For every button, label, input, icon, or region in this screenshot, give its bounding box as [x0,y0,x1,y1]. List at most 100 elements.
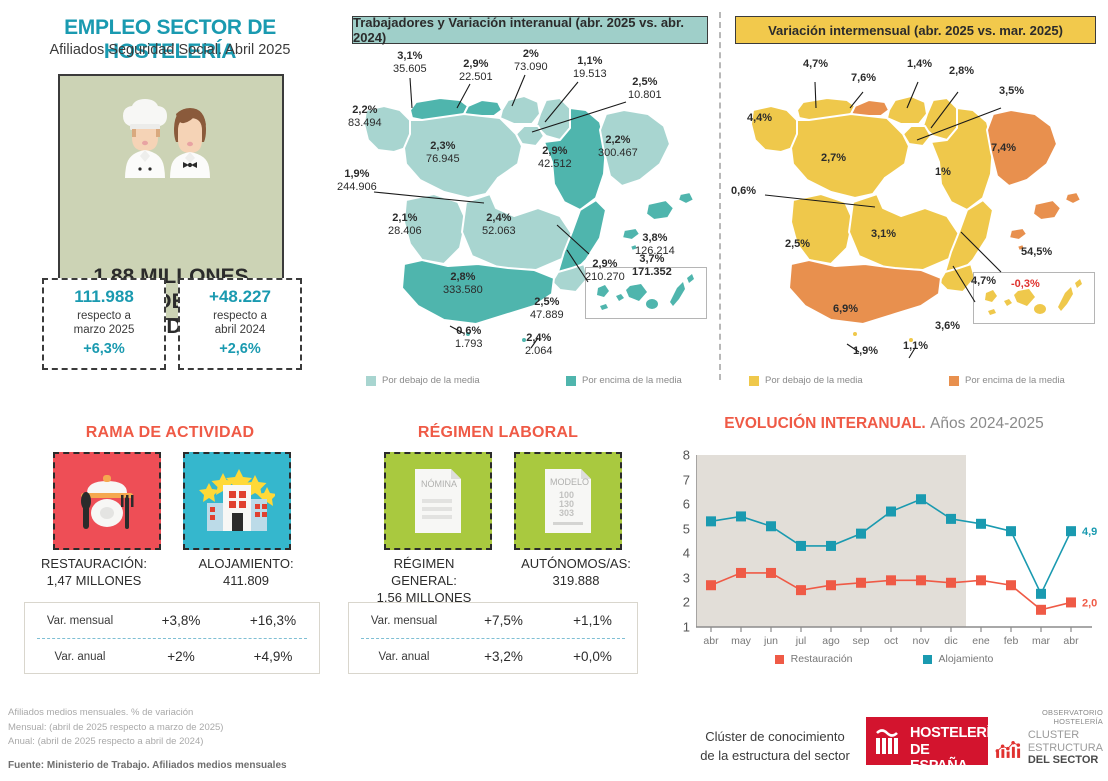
chart-x-tick-label: ago [822,635,840,647]
chart-title-years: Años 2024-2025 [930,415,1044,432]
map-label-andalucia: 2,8% 333.580 [443,271,483,296]
chart-data-point [916,494,926,505]
chart-data-point [856,577,866,588]
chart-data-point [706,580,716,591]
map2-label-castillamancha: 3,1% [871,228,897,240]
restaurant-icon [81,475,134,529]
chart-data-point [796,585,806,596]
chart-x-tick-label: abr [1063,635,1079,647]
hosteleria-logo-line2: DE ESPAÑA [910,742,968,774]
chart-legend-restauracion: Restauración [774,653,853,665]
chart-data-point [976,518,986,529]
chart-y-tick-label: 7 [682,472,690,488]
map-label-castillamancha: 2,4% 52.063 [482,212,516,237]
svg-text:303: 303 [559,508,574,518]
footer-note-0: Afiliados medios mensuales. % de variaci… [8,707,194,718]
chart-x-tick-label: jul [795,635,807,647]
chart-data-point [1006,580,1016,591]
variation-annual-label: respecto a abril 2024 [213,310,267,337]
cluster-text: Clúster de conocimiento de la estructura… [700,729,850,763]
chart-y-tick-label: 1 [682,619,690,635]
chart-end-label: 2,0 [1082,597,1097,609]
chart-y-tick-label: 8 [682,447,690,463]
chart-data-point [766,521,776,532]
map-monthly-canarias-inset [973,272,1095,324]
chart-legend-swatch-restauracion [774,654,784,664]
map2-label-galicia: 4,4% [747,112,773,124]
regimen-row1-label: Var. anual [378,650,430,663]
map-label-castillaleon: 2,3% 76.945 [426,140,460,165]
chart-y-tick-label: 5 [682,521,690,537]
rama-row0-v2: +16,3% [249,613,297,628]
cluster-logo-line2: ESTRUCTURA [1027,741,1103,754]
page-subtitle: Afiliados Seguridad Social. Abril 2025 [49,42,291,58]
legend-below-annual: Por debajo de la media [366,375,566,386]
regimen-title: RÉGIMEN LABORAL [417,424,579,441]
map2-label-castillaleon: 2,7% [821,152,847,164]
chart-data-point [826,580,836,591]
hosteleria-de-espana-logo[interactable]: HOSTELERÍA DE ESPAÑA [866,717,1001,774]
chart-data-point [706,516,716,527]
chart-legend: Restauración Alojamiento [660,653,1108,665]
regimen-general-caption: RÉGIMEN GENERAL: 1,56 MILLONES [376,556,472,605]
chart-data-point [856,528,866,539]
footer-note-2: Anual: (abril de 2025 respecto a abril d… [8,736,204,748]
map2-label-cataluna: 7,4% [991,142,1017,154]
observatorio-logo[interactable]: OBSERVATORIO HOSTELERÍA CLUSTER ESTRUCTU… [995,708,1103,767]
chart-data-point [796,540,806,551]
map-label-madrid: 1,9% 244.906 [337,168,377,193]
rama-title: RAMA DE ACTIVIDAD [85,424,255,441]
map2-label-larioja: 3,5% [999,85,1025,97]
chart-data-point [886,506,896,517]
map-monthly-panel: Variación intermensual (abr. 2025 vs. ma… [723,0,1108,400]
variation-annual-pct: +2,6% [219,340,261,357]
hotel-tile [183,452,291,550]
chart-data-point [1066,597,1076,608]
chart-x-tick-label: feb [1003,635,1019,647]
chart-data-point [1066,526,1076,537]
chart-axes [696,455,1092,628]
map2-label-asturias: 7,6% [851,72,877,84]
legend-swatch-above-monthly [949,375,959,386]
footer-notes: Afiliados medios mensuales. % de variaci… [8,706,223,750]
page-title: EMPLEO SECTOR DE HOSTELERÍA [64,16,276,63]
map2-label-extremadura: 2,5% [785,238,811,250]
map2-label-aragon: 1% [935,166,951,178]
variation-monthly-label: respecto a marzo 2025 [73,310,135,337]
rama-row1-label: Var. anual [54,650,106,663]
cluster-logo-line1: CLUSTER [1027,729,1080,741]
map-annual-panel: Trabajadores y Variación interanual (abr… [337,0,720,400]
footer-note-1: Mensual: (abril de 2025 respecto a marzo… [8,721,224,733]
map2-label-navarra: 2,8% [949,65,975,77]
table-row: Var. mensual +7,5% +1,1% [349,603,637,638]
chart-data-point [736,567,746,578]
tax-form-title-text: MODELO [550,477,589,487]
map-annual-legend: Por debajo de la media Por encima de la … [366,375,710,386]
chart-y-tick-label: 6 [682,496,690,512]
map2-label-murcia: 3,6% [935,320,961,332]
variation-annual-number: +48.227 [209,287,271,306]
footer-source: Fuente: Ministerio de Trabajo. Afiliados… [8,760,287,771]
restaurant-tile [53,452,161,550]
chart-x-tick-label: nov [912,635,930,647]
rama-row1-v1: +2% [167,649,195,664]
chart-x-tick-label: oct [883,635,899,647]
legend-above-monthly: Por encima de la media [949,375,1065,386]
map-annual-canarias-inset [585,267,707,319]
legend-swatch-above-annual [566,375,576,386]
hosteleria-logo-line1: HOSTELERÍA [910,725,1001,741]
regimen-tiles: NÓMINA MODELO 100 130 303 [358,452,648,550]
hotel-icon [199,469,275,531]
map2-label-ceuta: 1,9% [853,345,879,357]
chart-data-point [1036,604,1046,615]
map2-label-melilla: 1,1% [903,340,929,352]
chart-end-label: 4,9 [1082,526,1097,538]
rama-table-divider [37,638,307,639]
legend-swatch-below-monthly [749,375,759,386]
variation-boxes: 111.988 respecto a marzo 2025 +6,3% +48.… [42,278,302,370]
chart-y-tick-label: 2 [682,594,690,610]
canarias-shapes-monthly [985,279,1082,315]
rama-tiles [22,452,322,550]
chart-y-tick-label: 3 [682,570,690,586]
